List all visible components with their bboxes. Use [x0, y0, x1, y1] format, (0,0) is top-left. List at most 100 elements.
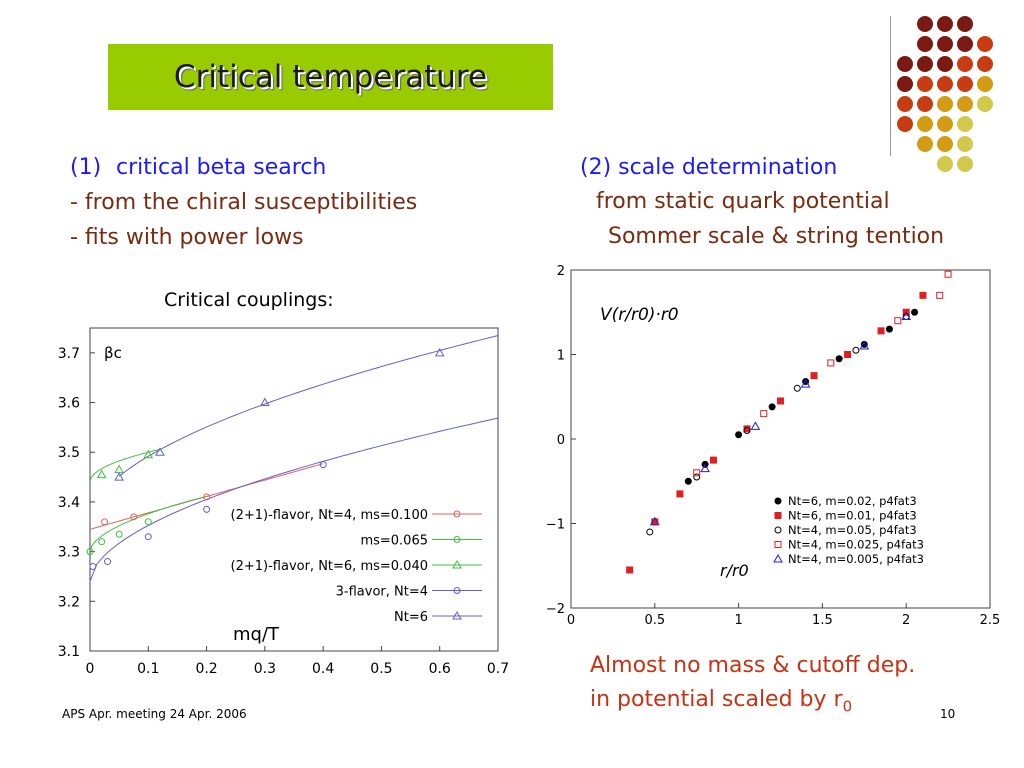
y-axis-label: βc [104, 344, 122, 362]
left-line-2: - fits with power lows [70, 225, 304, 250]
x-tick-label: 0.7 [487, 661, 509, 677]
decorative-dot [977, 76, 993, 92]
decorative-dot [937, 136, 953, 152]
decorative-dot [957, 116, 973, 132]
data-point [885, 325, 893, 333]
data-point [103, 558, 111, 566]
decorative-dot [937, 96, 953, 112]
data-point [859, 341, 870, 350]
left-heading: critical beta search [116, 155, 327, 180]
legend-label: (2+1)-flavor, Nt=4, ms=0.100 [231, 508, 428, 523]
decorative-dot [917, 36, 933, 52]
fit-curve [89, 417, 499, 582]
conclusion-line-1: Almost no mass & cutoff dep. [590, 653, 916, 678]
decorative-dot [957, 136, 973, 152]
x-tick-label: 0.2 [195, 661, 217, 677]
title-banner [108, 44, 553, 110]
data-point [453, 510, 461, 518]
data-point [735, 431, 743, 439]
decorative-dot [957, 36, 973, 52]
x-tick-label: 0.5 [370, 661, 392, 677]
legend-label: (2+1)-flavor, Nt=6, ms=0.040 [231, 559, 428, 574]
divider-line [890, 16, 891, 156]
data-point [810, 372, 818, 380]
legend-label: Nt=4, m=0.025, p4fat3 [788, 538, 924, 552]
data-point [319, 461, 327, 469]
y-tick-label: 3.1 [58, 644, 80, 660]
decorative-dot [897, 56, 913, 72]
data-point [453, 536, 461, 543]
x-tick-label: 2 [902, 613, 910, 628]
legend-label: Nt=4, m=0.005, p4fat3 [788, 552, 924, 566]
data-point [89, 563, 97, 571]
y-tick-label: 3.6 [58, 396, 80, 412]
decorative-dot [917, 56, 933, 72]
critical-couplings-chart: 0 0.1 0.2 0.3 0.4 0.5 0.6 0.7 3.1 3.2 3.3 3.4 3.5 3.6… [58, 327, 509, 677]
page-number: 10 [940, 707, 956, 721]
fit-curve [89, 448, 161, 483]
data-point [259, 397, 270, 407]
data-point [114, 464, 125, 474]
data-point [98, 538, 106, 546]
data-point [453, 587, 461, 594]
y-tick-label: −2 [546, 602, 565, 617]
x-tick-label: 0.1 [137, 661, 159, 677]
footer-text: APS Apr. meeting 24 Apr. 2006 [62, 707, 247, 721]
data-point [144, 518, 152, 526]
data-point [800, 379, 811, 388]
data-point [155, 447, 165, 456]
decorative-dot [957, 16, 973, 32]
chart-caption: Critical couplings: [164, 289, 334, 311]
data-point [773, 553, 783, 563]
data-point [852, 346, 860, 354]
legend-label: ms=0.065 [360, 534, 428, 549]
x-axis-label: mq/T [233, 624, 280, 645]
x-tick-label: 0.3 [254, 661, 276, 677]
data-point [130, 513, 138, 521]
y-tick-label: 2 [557, 264, 565, 279]
right-line-2: Sommer scale & string tention [608, 224, 945, 249]
y-axis-label: V(r/r0)·r0 [600, 305, 679, 325]
data-point [743, 427, 751, 435]
decorative-dot [917, 116, 933, 132]
legend-label: Nt=4, m=0.05, p4fat3 [788, 523, 917, 537]
fit-curve [118, 335, 499, 477]
data-point [203, 505, 211, 513]
y-tick-label: 3.3 [58, 545, 80, 561]
conclusion-line-2: in potential scaled by r0 [590, 687, 853, 716]
legend-label: Nt=6, m=0.02, p4fat3 [788, 494, 917, 508]
y-tick-label: 0 [557, 433, 565, 448]
legend-label: 3-flavor, Nt=4 [336, 585, 428, 600]
data-point [760, 410, 768, 418]
data-point [774, 497, 782, 505]
left-line-1: - from the chiral susceptibilities [70, 190, 418, 215]
data-point [96, 469, 107, 479]
x-tick-label: 0.5 [644, 613, 665, 628]
fit-curve [89, 495, 207, 552]
data-point [877, 327, 885, 335]
data-point [646, 528, 654, 536]
decorative-dot [897, 116, 913, 132]
x-tick-label: 0 [86, 661, 95, 677]
data-point [844, 351, 852, 358]
data-point [911, 308, 919, 316]
x-tick-label: 0 [567, 613, 575, 628]
decorative-dot [977, 56, 993, 72]
decorative-dot [917, 136, 933, 152]
data-point [777, 397, 784, 405]
data-point [452, 559, 462, 569]
decorative-dot [937, 76, 953, 92]
right-heading: (2) scale determination [580, 155, 838, 180]
data-point [700, 463, 710, 473]
data-point [743, 425, 751, 433]
legend-label: Nt=6, m=0.01, p4fat3 [788, 509, 917, 523]
x-axis-label: r/r0 [720, 561, 749, 580]
data-point [774, 526, 782, 534]
x-tick-label: 1 [734, 613, 742, 628]
decorative-dot [917, 16, 933, 32]
decorative-dot [957, 96, 973, 112]
x-tick-label: 1.5 [812, 613, 833, 628]
data-point [768, 403, 776, 411]
decorative-dot [937, 56, 953, 72]
data-point [894, 317, 902, 325]
